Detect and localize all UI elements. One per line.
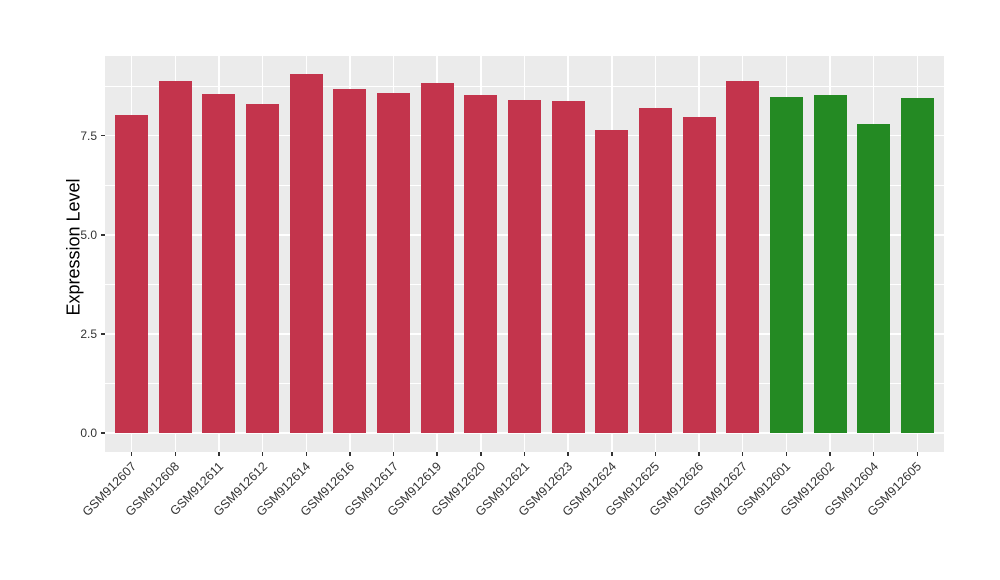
x-tick-mark [261, 452, 264, 456]
y-tick-mark [101, 333, 105, 335]
x-tick-mark [218, 452, 220, 456]
y-tick-mark [101, 432, 105, 434]
y-tick-label: 2.5 [80, 326, 97, 341]
bar [726, 80, 760, 433]
y-tick-label: 5.0 [80, 227, 97, 242]
bar [464, 94, 498, 433]
bar [813, 94, 847, 433]
x-tick-mark [611, 452, 613, 456]
y-tick-label: 0.0 [80, 426, 97, 440]
x-tick-mark [349, 452, 351, 456]
y-tick-label: 7.5 [80, 128, 97, 143]
bar [508, 99, 541, 433]
bar [900, 97, 934, 433]
y-axis-title: Expression Level [63, 178, 84, 316]
x-tick-mark [829, 452, 831, 456]
x-tick-mark [523, 452, 526, 456]
bar [857, 124, 891, 433]
plot-panel [105, 56, 944, 452]
bar [420, 83, 454, 433]
bar [246, 104, 280, 433]
bar [333, 89, 367, 433]
bar [158, 80, 192, 433]
x-tick-mark [872, 452, 875, 456]
x-tick-mark [392, 452, 395, 456]
x-tick-mark [741, 452, 744, 456]
bar [377, 93, 411, 433]
x-tick-mark [698, 452, 700, 456]
bar [551, 101, 585, 433]
bar [289, 74, 323, 433]
x-tick-mark [785, 452, 788, 456]
bar [638, 108, 672, 433]
y-tick-mark [101, 234, 105, 236]
y-tick-mark [101, 134, 105, 137]
x-tick-mark [174, 452, 177, 456]
bar [202, 94, 236, 433]
bar [682, 116, 716, 433]
x-tick-mark [567, 452, 569, 456]
x-tick-mark [305, 452, 308, 456]
x-tick-mark [480, 452, 482, 456]
bar [769, 96, 803, 433]
x-tick-mark [436, 452, 438, 456]
bar [115, 115, 149, 433]
x-tick-mark [130, 452, 133, 456]
x-tick-mark [654, 452, 657, 456]
x-tick-mark [916, 452, 919, 456]
bar [595, 130, 629, 433]
